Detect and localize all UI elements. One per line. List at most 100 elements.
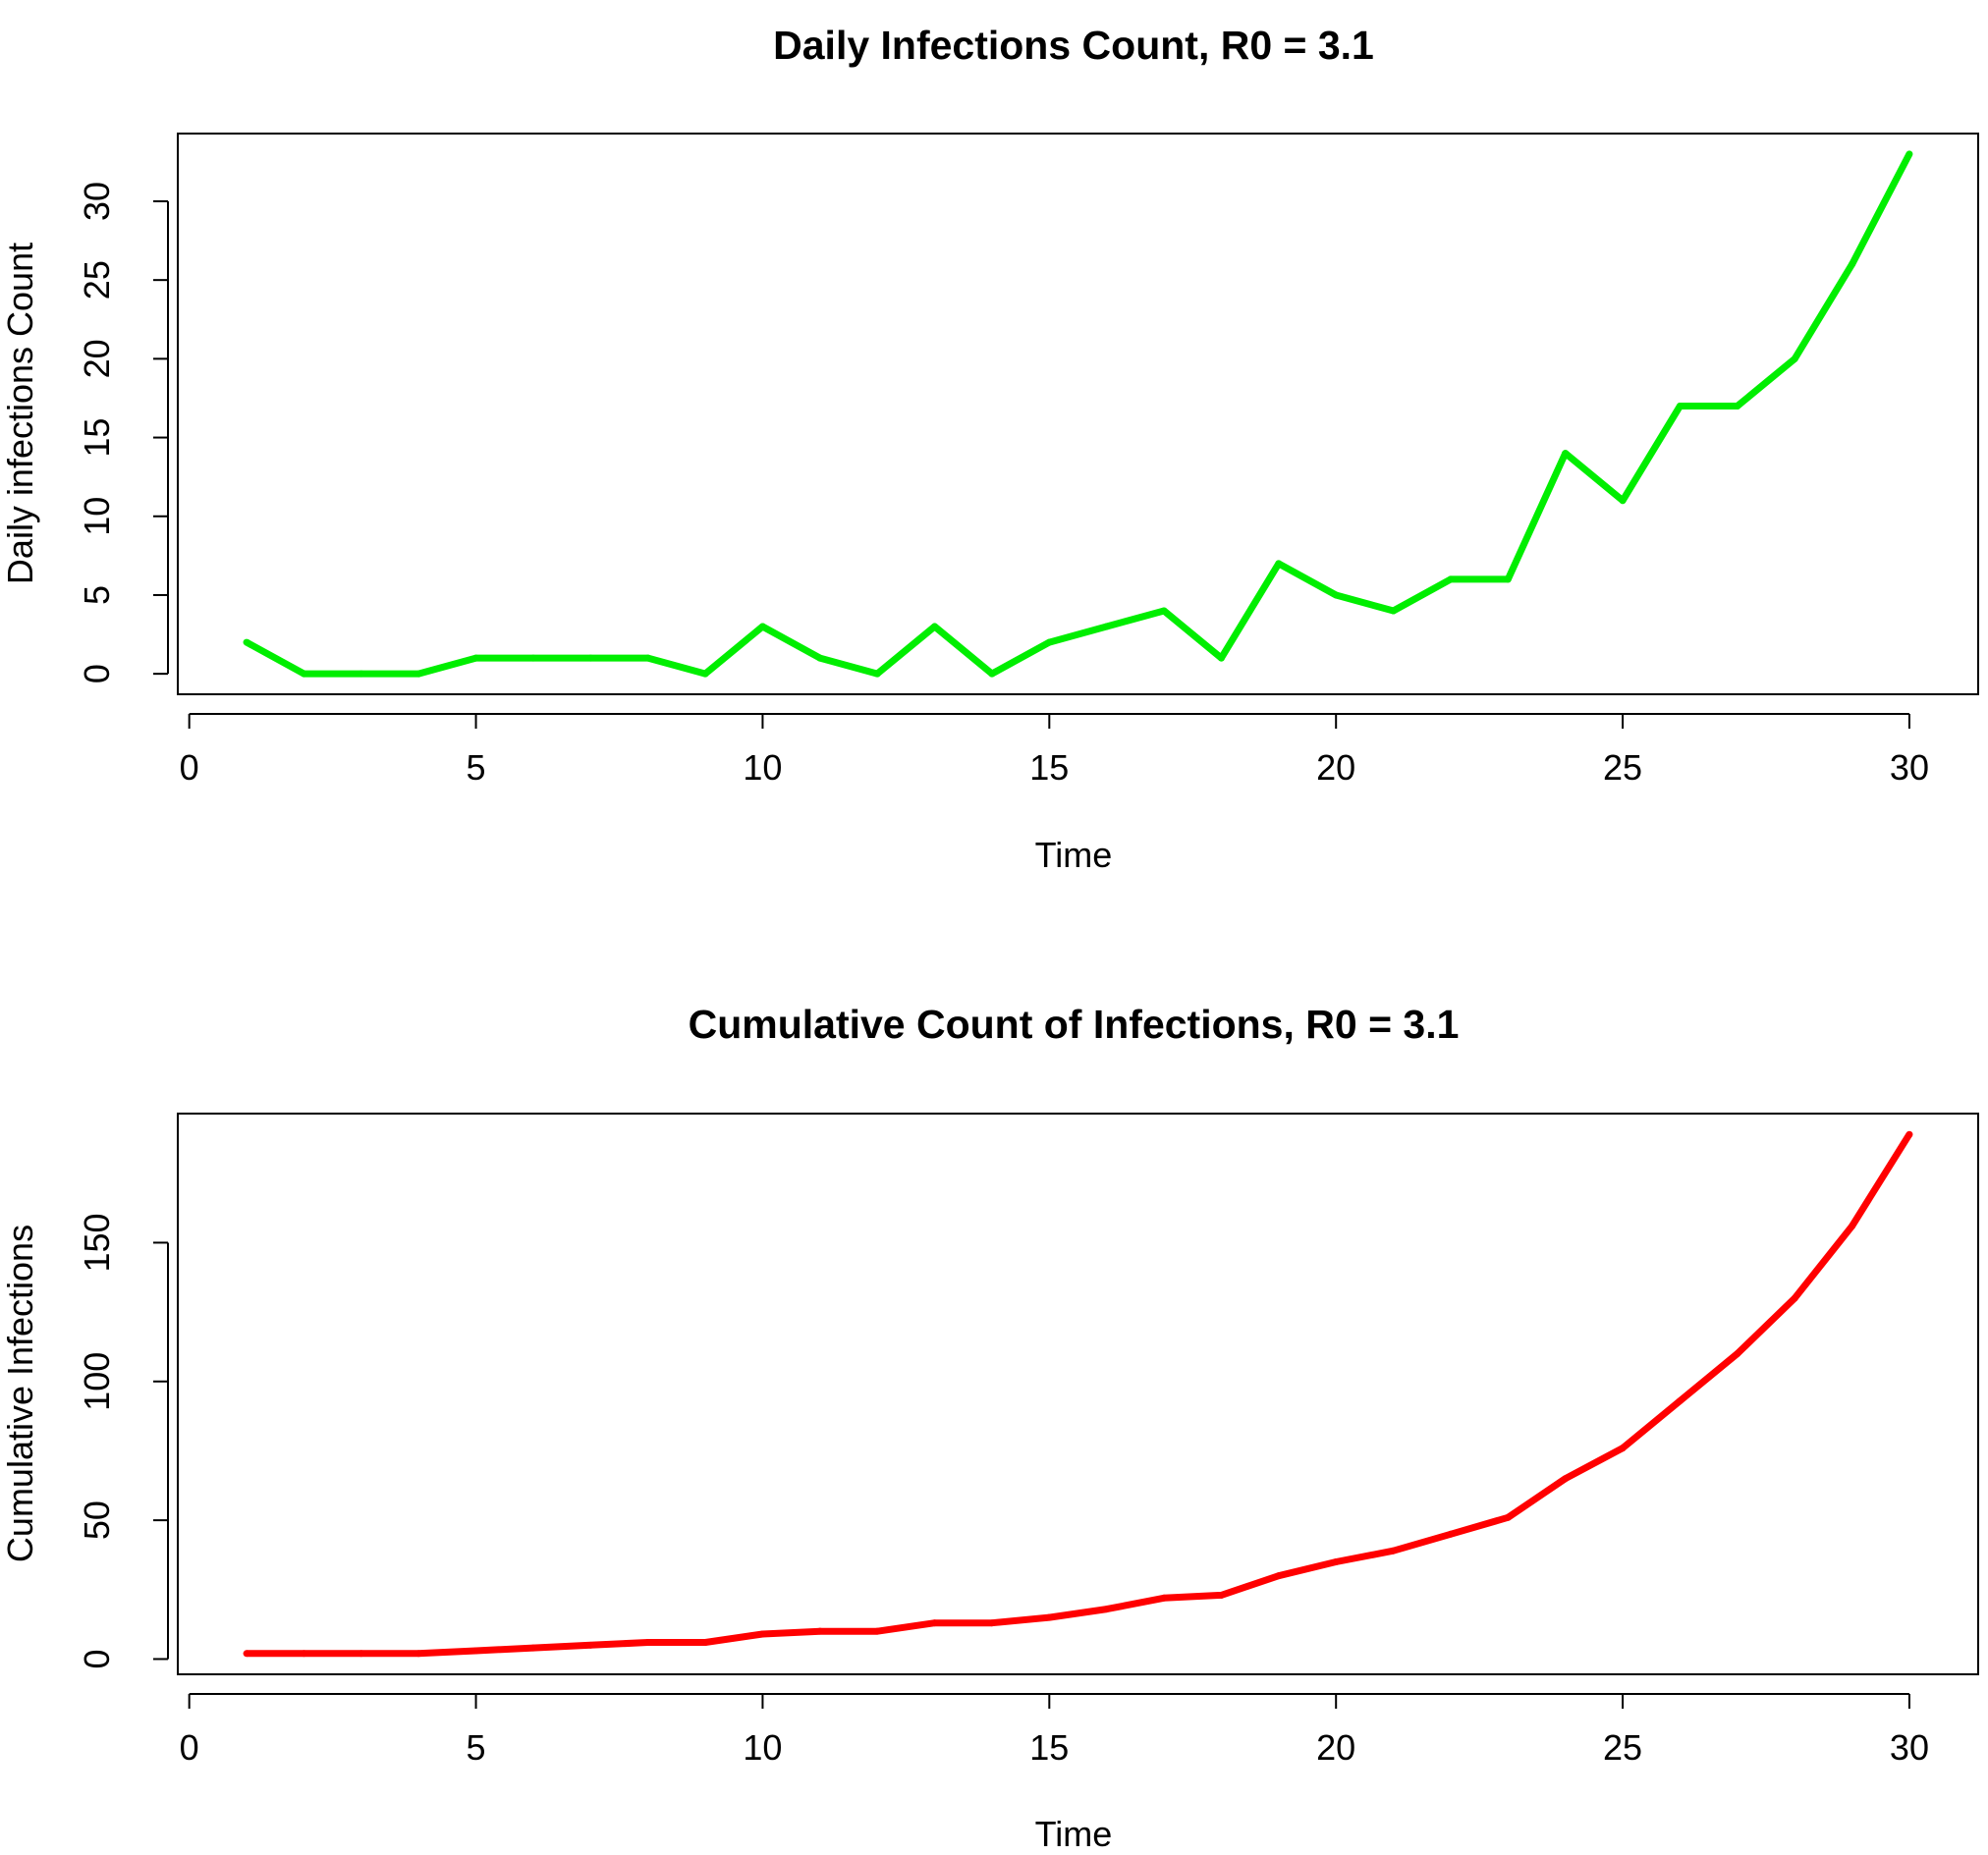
daily-data-point xyxy=(644,654,652,662)
daily-data-point xyxy=(1217,654,1225,662)
cumulative-data-point xyxy=(1447,1530,1455,1538)
daily-series-line xyxy=(245,152,1913,678)
cumulative-data-point xyxy=(243,1650,250,1658)
cumulative-plot-frame xyxy=(177,1113,1979,1675)
cumulative-data-point xyxy=(414,1650,422,1658)
daily-y-tick-label: 0 xyxy=(77,664,117,683)
cumulative-x-tick-label: 25 xyxy=(1603,1727,1642,1768)
daily-data-point xyxy=(1905,150,1913,158)
cumulative-y-tick-label: 150 xyxy=(77,1213,117,1272)
daily-data-point xyxy=(586,654,594,662)
daily-x-axis: 0 5 10 15 20 25 30 xyxy=(180,713,1929,788)
cumulative-chart-title: Cumulative Count of Infections, R0 = 3.1 xyxy=(689,1002,1460,1047)
daily-data-point xyxy=(529,654,537,662)
cumulative-series-group xyxy=(243,1130,1913,1658)
daily-x-tick-label: 30 xyxy=(1890,747,1929,788)
daily-y-tick-label: 5 xyxy=(77,585,117,605)
cumulative-data-point xyxy=(1619,1445,1627,1452)
cumulative-x-tick-label: 0 xyxy=(180,1727,199,1768)
daily-y-axis: 0 5 10 15 20 25 30 xyxy=(77,182,169,683)
cumulative-y-tick-label: 100 xyxy=(77,1352,117,1411)
cumulative-y-axis: 0 50 100 150 xyxy=(77,1213,169,1668)
cumulative-data-point xyxy=(816,1627,824,1635)
daily-data-point xyxy=(988,670,996,678)
cumulative-x-tick-label: 20 xyxy=(1316,1727,1355,1768)
daily-data-point xyxy=(1332,591,1340,599)
cumulative-data-point xyxy=(988,1619,996,1627)
cumulative-x-axis: 0 5 10 15 20 25 30 xyxy=(180,1693,1929,1768)
daily-x-axis-label: Time xyxy=(1035,835,1113,875)
cumulative-data-point xyxy=(358,1650,365,1658)
daily-data-point xyxy=(1562,450,1570,458)
daily-x-tick-label: 10 xyxy=(743,747,782,788)
daily-y-tick-label: 20 xyxy=(77,339,117,378)
daily-plot-frame xyxy=(177,133,1979,695)
daily-data-point xyxy=(1791,355,1798,362)
cumulative-series-line xyxy=(247,1132,1912,1658)
daily-infections-panel: Daily Infections Count, R0 = 3.1 0 5 10 15 2… xyxy=(0,23,1979,875)
daily-y-axis-label: Daily infections Count xyxy=(0,243,40,584)
cumulative-data-point xyxy=(1275,1572,1283,1580)
cumulative-data-point xyxy=(529,1644,537,1652)
daily-x-tick-label: 15 xyxy=(1029,747,1069,788)
cumulative-x-tick-label: 5 xyxy=(467,1727,486,1768)
daily-data-point xyxy=(758,623,766,630)
cumulative-x-tick-label: 10 xyxy=(743,1727,782,1768)
daily-data-point xyxy=(1275,560,1283,568)
daily-data-point xyxy=(472,654,480,662)
daily-data-point xyxy=(243,638,250,646)
cumulative-infections-panel: Cumulative Count of Infections, R0 = 3.1… xyxy=(0,1002,1979,1854)
cumulative-y-axis-label: Cumulative Infections xyxy=(0,1225,40,1562)
cumulative-data-point xyxy=(300,1650,307,1658)
cumulative-data-point xyxy=(586,1641,594,1649)
cumulative-data-point xyxy=(1103,1606,1111,1613)
daily-series-group xyxy=(243,150,1913,678)
cumulative-data-point xyxy=(758,1630,766,1638)
cumulative-x-tick-label: 30 xyxy=(1890,1727,1929,1768)
cumulative-data-point xyxy=(1045,1613,1053,1621)
cumulative-data-point xyxy=(1849,1222,1856,1229)
daily-data-point xyxy=(1734,402,1741,409)
daily-data-point xyxy=(873,670,881,678)
cumulative-x-tick-label: 15 xyxy=(1029,1727,1069,1768)
cumulative-data-point xyxy=(1791,1294,1798,1302)
cumulative-data-point xyxy=(873,1627,881,1635)
cumulative-data-point xyxy=(644,1638,652,1646)
daily-data-point xyxy=(1504,575,1512,583)
cumulative-x-axis-label: Time xyxy=(1035,1814,1113,1854)
daily-data-point xyxy=(1045,638,1053,646)
daily-data-point xyxy=(931,623,939,630)
cumulative-data-point xyxy=(1217,1591,1225,1599)
daily-data-point xyxy=(1390,607,1398,615)
daily-data-point xyxy=(816,654,824,662)
daily-data-point xyxy=(1103,623,1111,630)
cumulative-data-point xyxy=(701,1638,709,1646)
cumulative-y-tick-label: 50 xyxy=(77,1500,117,1540)
daily-y-tick-label: 30 xyxy=(77,182,117,221)
cumulative-data-point xyxy=(1332,1558,1340,1566)
cumulative-data-point xyxy=(1676,1397,1684,1405)
daily-y-tick-label: 25 xyxy=(77,260,117,300)
daily-data-point xyxy=(1849,260,1856,268)
cumulative-data-point xyxy=(1562,1475,1570,1483)
daily-data-point xyxy=(1447,575,1455,583)
daily-x-tick-label: 20 xyxy=(1316,747,1355,788)
daily-chart-title: Daily Infections Count, R0 = 3.1 xyxy=(773,23,1374,68)
daily-data-point xyxy=(300,670,307,678)
daily-data-point xyxy=(1619,497,1627,505)
daily-x-tick-label: 5 xyxy=(467,747,486,788)
daily-y-tick-label: 15 xyxy=(77,418,117,458)
daily-data-point xyxy=(1676,402,1684,409)
cumulative-data-point xyxy=(1734,1350,1741,1358)
cumulative-data-point xyxy=(1905,1130,1913,1138)
cumulative-y-tick-label: 0 xyxy=(77,1649,117,1668)
daily-data-point xyxy=(358,670,365,678)
daily-x-tick-label: 0 xyxy=(180,747,199,788)
cumulative-data-point xyxy=(931,1619,939,1627)
daily-data-point xyxy=(701,670,709,678)
cumulative-data-point xyxy=(1160,1594,1168,1602)
daily-y-tick-label: 10 xyxy=(77,497,117,536)
daily-x-tick-label: 25 xyxy=(1603,747,1642,788)
cumulative-data-point xyxy=(1390,1547,1398,1555)
